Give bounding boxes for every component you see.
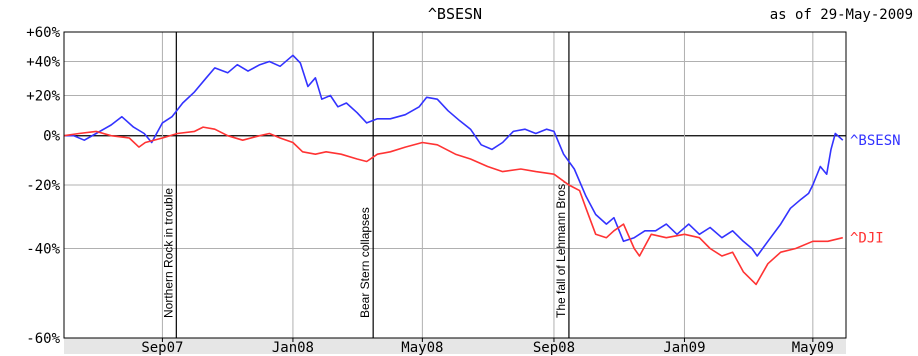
grid (64, 31, 846, 339)
event-label: Northern Rock in trouble (161, 188, 175, 318)
y-tick-label: +40% (26, 54, 60, 70)
event-label: The fall of Lehmann Bros. (554, 181, 568, 318)
x-tick-label: Jan08 (272, 340, 314, 356)
series-end-label: ^BSESN (850, 133, 901, 149)
series-lines (63, 54, 844, 286)
series-line (63, 126, 843, 286)
y-tick-label: +60% (26, 25, 60, 41)
plot-border (63, 31, 847, 339)
series-line (64, 54, 844, 257)
y-tick-label: -40% (26, 242, 60, 258)
x-tick-label: Sep07 (141, 340, 183, 356)
y-tick-label: 0% (43, 129, 60, 145)
x-tick-label: May08 (401, 340, 443, 356)
x-tick-label: Jan09 (663, 340, 705, 356)
y-tick-label: -60% (26, 331, 60, 347)
axes: +60% +40% +20% 0% -20% -40% -60% Sep07 Jan08 May0… (26, 25, 900, 356)
x-axis-bar (64, 338, 846, 354)
y-tick-label: -20% (26, 178, 60, 194)
as-of-date-label: as of 29-May-2009 (770, 7, 913, 23)
series-end-label: ^DJI (850, 231, 884, 247)
x-tick-label: May09 (792, 340, 834, 356)
y-tick-label: +20% (26, 89, 60, 105)
chart-title: ^BSESN (428, 5, 482, 23)
x-tick-label: Sep08 (533, 340, 575, 356)
event-label: Bear Stern collapses (358, 207, 372, 318)
